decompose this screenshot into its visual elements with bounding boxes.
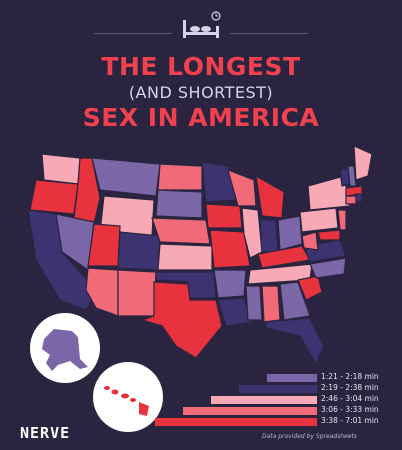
state-ga — [279, 281, 311, 321]
data-credit: Data provided by Spreadsheets — [262, 433, 357, 440]
alaska-shape — [42, 329, 88, 371]
legend-row: 2:19 - 2:38 min — [0, 383, 402, 394]
nerve-logo: NERVE — [20, 424, 71, 442]
state-ms — [245, 285, 263, 321]
state-la — [217, 297, 253, 327]
header-rule-right — [230, 33, 308, 34]
state-pa — [299, 207, 339, 233]
state-nj — [337, 209, 347, 231]
state-ut — [87, 223, 121, 267]
state-sc — [297, 275, 323, 301]
state-ne — [151, 217, 211, 245]
state-me — [353, 145, 373, 181]
state-nd — [157, 163, 203, 191]
state-tx — [141, 281, 223, 359]
legend-swatch — [183, 407, 317, 415]
state-mo — [209, 229, 251, 269]
legend-swatch — [211, 396, 317, 404]
state-or — [29, 179, 79, 215]
state-al — [261, 285, 281, 323]
state-nm — [117, 269, 157, 317]
us-map — [27, 145, 373, 365]
state-fl — [265, 317, 325, 365]
legend-label: 2:46 - 3:04 min — [321, 394, 379, 403]
hawaii-shape — [104, 386, 149, 416]
state-oh — [277, 215, 303, 251]
state-ct — [345, 195, 357, 205]
legend-row: 3:06 - 3:33 min — [0, 405, 402, 416]
bed-icon — [183, 11, 221, 38]
title-line-1: THE LONGEST — [101, 52, 301, 81]
alaska-inset — [30, 313, 100, 383]
legend-label: 3:06 - 3:33 min — [321, 405, 379, 414]
state-co — [117, 231, 161, 271]
state-mi — [255, 175, 285, 219]
state-ia — [205, 203, 243, 229]
legend-swatch — [155, 418, 317, 426]
state-sd — [155, 189, 203, 219]
state-ks — [157, 243, 213, 271]
legend-row: 2:46 - 3:04 min — [0, 394, 402, 405]
legend-row: 1:21 - 2:18 min — [0, 372, 402, 383]
state-az — [85, 267, 119, 317]
state-in — [259, 219, 279, 253]
title-line-3: SEX IN AMERICA — [82, 103, 320, 132]
state-ny — [307, 175, 351, 211]
hawaii-inset — [93, 362, 163, 432]
header-rule-left — [94, 33, 172, 34]
legend-label: 3:38 - 7:01 min — [321, 416, 379, 425]
legend-swatch — [239, 385, 317, 393]
state-nh — [347, 165, 357, 187]
legend-swatch — [267, 374, 317, 382]
state-mt — [91, 157, 161, 197]
state-nc — [309, 257, 347, 279]
state-ar — [213, 269, 247, 299]
state-md — [317, 229, 341, 241]
clock-icon — [211, 11, 221, 21]
state-wi — [227, 169, 257, 207]
state-il — [241, 207, 263, 259]
state-ri — [355, 193, 363, 203]
legend-label: 1:21 - 2:18 min — [321, 372, 379, 381]
legend-label: 2:19 - 2:38 min — [321, 383, 379, 392]
state-wv — [301, 231, 319, 251]
state-wa — [41, 153, 81, 185]
legend-row: 3:38 - 7:01 min — [0, 416, 402, 427]
title-line-2: (AND SHORTEST) — [128, 83, 274, 102]
